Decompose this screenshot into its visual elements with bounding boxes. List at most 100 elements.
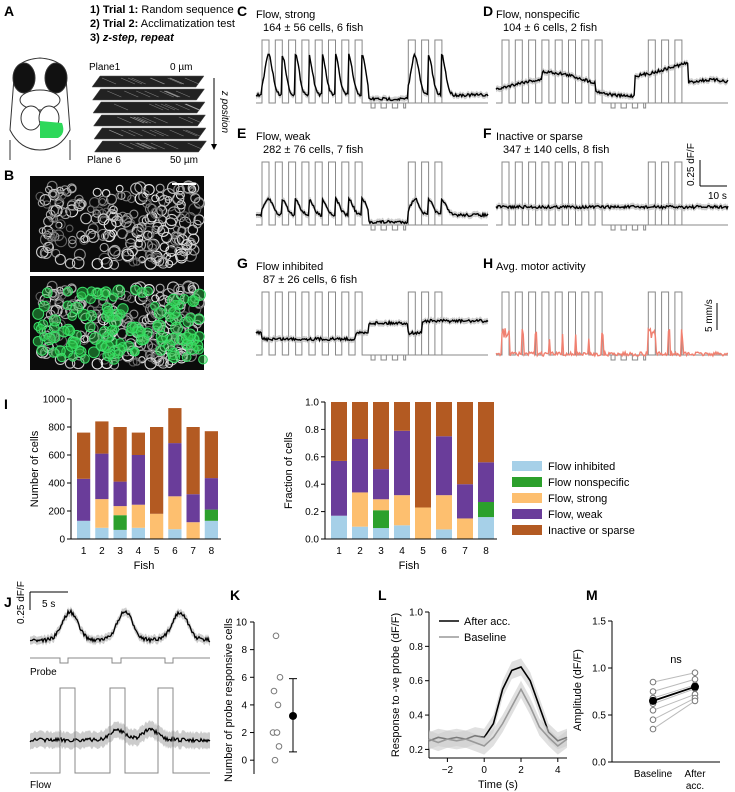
right-eye-icon xyxy=(44,62,68,94)
x-tick-label: 7 xyxy=(190,546,196,557)
cell-body xyxy=(74,298,86,310)
roi-mask xyxy=(43,332,56,346)
bar-segment xyxy=(131,455,145,505)
plane-texture xyxy=(117,116,132,124)
plane-texture xyxy=(167,77,182,85)
motor-scale-label: 5 mm/s xyxy=(704,299,715,332)
plane-texture xyxy=(144,90,159,98)
bar-segment xyxy=(186,427,200,495)
cell-body xyxy=(73,199,85,212)
panel-letter-f: F xyxy=(483,125,492,141)
panel-a-steps: 1) Trial 1: Random sequence 2) Trial 2: … xyxy=(90,4,235,44)
depth-top-label: 0 µm xyxy=(170,62,192,73)
bar-segment xyxy=(352,402,368,439)
cell-body xyxy=(122,213,133,224)
plane-stack: Plane1 0 µm Plane 6 50 µm z position xyxy=(87,62,230,166)
cell-body xyxy=(40,232,54,246)
cell-body xyxy=(159,242,170,252)
data-point xyxy=(649,707,657,714)
plane-texture xyxy=(137,142,152,150)
cell-body xyxy=(73,299,85,312)
roi-mask xyxy=(84,321,96,333)
cell-body xyxy=(150,207,163,220)
cell-body xyxy=(179,247,189,257)
cell-body xyxy=(68,235,77,245)
x-tick-label: 5 xyxy=(420,546,426,557)
cell-body xyxy=(49,190,57,198)
plane-texture xyxy=(101,77,117,85)
stimulus-trace xyxy=(256,161,488,231)
data-point xyxy=(691,697,699,705)
roi-mask xyxy=(70,301,83,315)
plane-texture xyxy=(135,142,150,150)
bar-segment xyxy=(95,421,109,454)
bar-segment xyxy=(352,438,368,493)
roi-mask xyxy=(193,331,205,342)
microscopy-images xyxy=(30,176,208,370)
cell-body xyxy=(181,181,195,194)
x-tick-label: 4 xyxy=(399,546,405,557)
cell-body xyxy=(87,223,99,234)
roi-mask xyxy=(48,314,61,327)
plane-texture xyxy=(150,142,165,150)
cell-body xyxy=(91,358,104,370)
bar-segment xyxy=(168,529,182,539)
cell-body xyxy=(92,209,101,218)
mean-point xyxy=(649,696,657,705)
roi-mask xyxy=(32,307,45,320)
cell-body xyxy=(157,225,170,237)
plane-texture xyxy=(107,90,122,98)
bar-segment xyxy=(168,443,182,497)
bar-segment xyxy=(478,517,494,539)
roi-mask xyxy=(164,312,175,322)
imaging-plane xyxy=(91,75,205,88)
bar-segment xyxy=(131,432,145,455)
cell-body xyxy=(92,187,102,197)
paired-line xyxy=(652,697,696,721)
cell-body xyxy=(66,300,77,311)
sem-band xyxy=(30,606,210,646)
stacked-bar-fraction: 0.0 0.2 0.4 0.6 0.8 1.0 Fraction of cells 1 2 3 4 5… xyxy=(283,398,497,572)
cell-body xyxy=(48,188,60,201)
trace-subtitle: 164 ± 56 cells, 6 fish xyxy=(263,22,363,34)
y-axis-label: Fraction of cells xyxy=(283,431,295,509)
roi-mask xyxy=(89,332,102,345)
j-time-label: 5 s xyxy=(42,599,55,610)
plane-texture xyxy=(160,103,176,111)
roi-mask xyxy=(166,332,180,346)
bar-segment xyxy=(95,527,109,539)
plane-texture xyxy=(153,116,168,124)
roi-mask xyxy=(87,346,100,359)
roi-mask xyxy=(150,301,160,311)
panel-letter-k: K xyxy=(230,587,240,603)
roi-mask xyxy=(132,325,145,338)
y-tick-label: 1000 xyxy=(43,395,66,406)
cell-body xyxy=(177,326,186,335)
bar-segment xyxy=(113,515,127,530)
cell-body xyxy=(45,209,56,220)
left-eye-icon xyxy=(12,62,36,94)
trace-sem-band xyxy=(256,50,488,104)
plane-texture xyxy=(142,142,157,150)
data-point xyxy=(691,675,699,683)
paired-line xyxy=(652,684,696,699)
sem-band xyxy=(30,720,210,750)
x-axis-label: Fish xyxy=(399,560,420,572)
cell-body xyxy=(174,246,183,256)
roi-mask xyxy=(104,348,116,360)
bar-segment xyxy=(77,478,91,521)
x-axis-label: Time (s) xyxy=(478,779,518,791)
cell-body xyxy=(141,190,150,199)
mean-line xyxy=(652,685,696,702)
sem-band xyxy=(429,680,567,755)
stimulus-trace xyxy=(256,291,488,361)
legend-label: Baseline xyxy=(464,632,506,644)
dff-time-scale-bar: 0.25 dF/F 10 s xyxy=(686,143,727,202)
trace-title: Inactive or sparse xyxy=(496,131,583,143)
y-tick-label: 0.8 xyxy=(305,425,319,436)
mean-point xyxy=(289,711,297,720)
plane-texture xyxy=(129,142,145,150)
stimulus-trace xyxy=(256,39,488,109)
bar-segment xyxy=(436,402,452,437)
